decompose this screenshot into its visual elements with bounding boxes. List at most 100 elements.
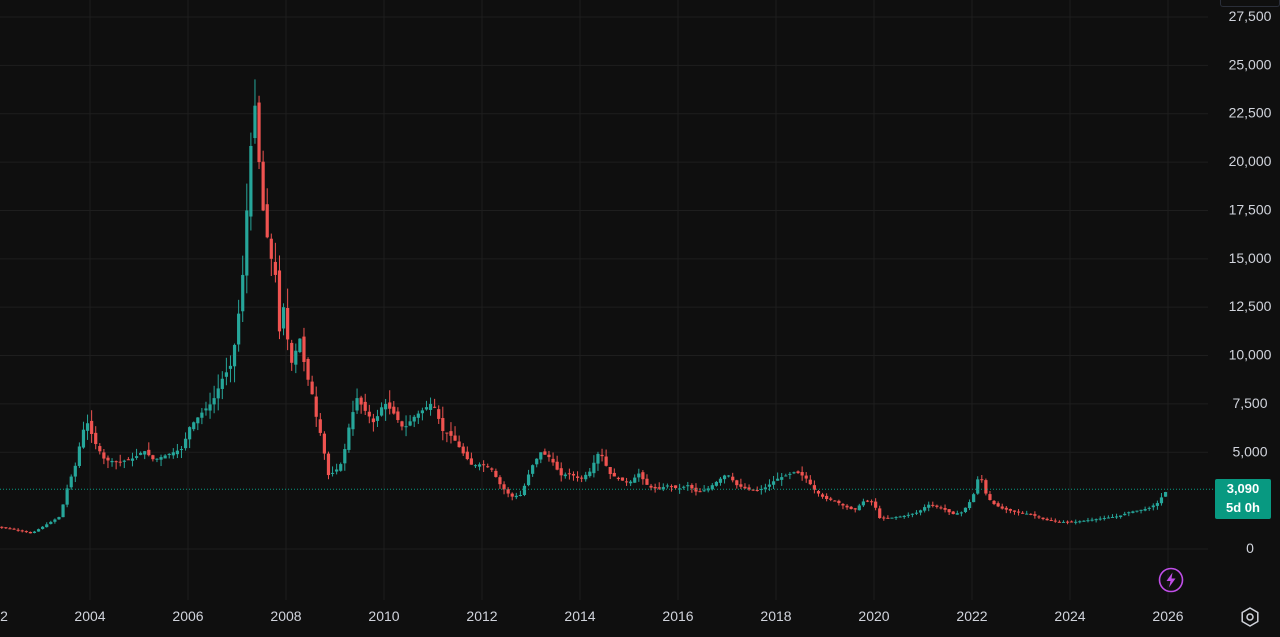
candle-body: [776, 478, 780, 481]
candle-body: [265, 204, 269, 238]
candle-body: [490, 468, 494, 470]
candle-body: [976, 479, 980, 494]
time-axis: 2 2004 2006 2008 2010 2012 2014 2016 2018 2020 202…: [0, 608, 1184, 624]
candle-body: [751, 489, 755, 491]
candle-body: [780, 477, 784, 480]
candle-body: [16, 529, 20, 531]
candle-body: [1159, 497, 1164, 504]
y-tick-label: 15,000: [1229, 250, 1272, 266]
candle-body: [600, 454, 604, 457]
y-tick-label: 17,500: [1229, 201, 1272, 217]
candle-body: [1033, 514, 1037, 516]
candle-body: [510, 493, 514, 497]
current-price-value: 3,090: [1226, 481, 1260, 496]
candle-body: [1049, 520, 1053, 522]
candle-body: [563, 474, 567, 477]
x-tick-label: 2022: [956, 608, 987, 624]
candle-body: [469, 458, 473, 465]
candle-body: [661, 487, 665, 490]
candle-body: [1029, 513, 1033, 515]
candle-body: [972, 494, 976, 503]
candle-body: [984, 480, 988, 494]
candle-body: [326, 453, 331, 476]
candle-body: [849, 506, 853, 510]
candle-body: [571, 473, 576, 476]
candle-body: [1139, 509, 1143, 511]
candle-body: [8, 528, 12, 530]
candle-body: [682, 486, 686, 488]
candle-body: [767, 484, 772, 487]
candle-body: [869, 501, 874, 503]
candles: [0, 79, 1168, 534]
candle-body: [465, 451, 469, 460]
candle-body: [988, 494, 992, 500]
candle-body: [584, 474, 588, 480]
candle-body: [747, 487, 751, 490]
candle-body: [384, 403, 388, 410]
candle-body: [886, 517, 890, 519]
candle-body: [1147, 507, 1151, 509]
candle-body: [1045, 518, 1049, 521]
candle-body: [1057, 521, 1061, 523]
candle-body: [449, 431, 453, 436]
candle-body: [575, 476, 580, 478]
candle-body: [28, 531, 32, 534]
candle-body: [1110, 516, 1115, 518]
candle-body: [608, 467, 612, 475]
candle-body: [41, 526, 45, 529]
candle-body: [281, 307, 286, 329]
candle-body: [1053, 520, 1057, 522]
candle-body: [134, 456, 139, 458]
x-tick-label: 2024: [1054, 608, 1085, 624]
candle-body: [1021, 512, 1025, 514]
candle-body: [624, 481, 629, 483]
candle-body: [183, 438, 188, 449]
candle-body: [1086, 520, 1090, 522]
candle-body: [890, 517, 894, 519]
candle-body: [943, 507, 947, 510]
candle-body: [1037, 516, 1041, 518]
candle-body: [1082, 520, 1086, 522]
price-scale-tab[interactable]: [1220, 0, 1280, 7]
candle-body: [1061, 521, 1066, 523]
candle-body: [816, 491, 821, 494]
candle-body: [375, 416, 380, 421]
lightning-bolt-icon[interactable]: [1158, 567, 1184, 593]
candle-body: [580, 477, 584, 479]
candle-body: [963, 507, 968, 513]
candle-body: [151, 455, 155, 460]
candle-body: [220, 378, 224, 389]
candle-body: [188, 427, 192, 440]
candle-body: [94, 432, 98, 445]
candle-body: [604, 456, 608, 466]
candle-body: [90, 420, 94, 435]
candle-body: [771, 481, 776, 485]
y-tick-label: 10,000: [1229, 347, 1272, 363]
candle-body: [841, 503, 845, 506]
candle-body: [955, 513, 959, 515]
candle-body: [57, 517, 61, 520]
candle-body: [649, 485, 653, 488]
candle-body: [477, 464, 482, 467]
candle-body: [453, 435, 457, 441]
candle-body: [551, 458, 555, 463]
candle-body: [567, 473, 571, 475]
candle-body: [812, 485, 816, 490]
candle-body: [61, 504, 65, 518]
candle-body: [1025, 513, 1029, 515]
candle-body: [445, 432, 449, 434]
candle-body: [686, 485, 690, 487]
candle-body: [861, 501, 865, 506]
x-tick-label: 2026: [1152, 608, 1183, 624]
gear-icon[interactable]: [1238, 605, 1262, 629]
candle-body: [874, 501, 878, 508]
candle-body: [825, 495, 829, 500]
candle-body: [24, 531, 28, 533]
candle-body: [122, 460, 126, 462]
candle-body: [980, 479, 984, 481]
chart-grid: [0, 0, 1208, 600]
candle-body: [167, 453, 171, 456]
candle-body: [237, 313, 241, 345]
candle-body: [1106, 517, 1110, 519]
